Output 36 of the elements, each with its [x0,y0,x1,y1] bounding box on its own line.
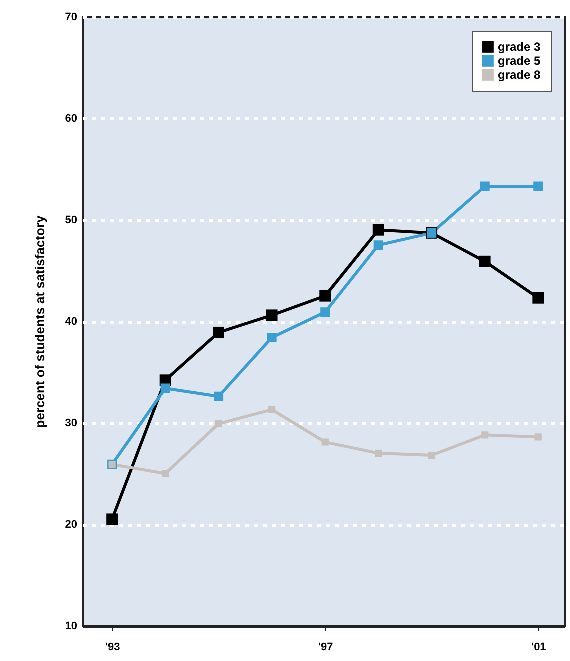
point [162,470,170,478]
point [479,256,491,268]
point [534,182,544,192]
point [534,434,542,441]
point [106,514,118,526]
point [320,290,332,302]
y-tick-label: 50 [65,214,78,226]
x-tick-label: '93 [105,642,120,654]
y-tick-label: 30 [65,418,78,430]
point [267,332,277,342]
point [482,432,489,439]
y-tick-label: 60 [65,113,78,125]
point [372,224,384,236]
point [160,384,170,394]
legend-label: grade 8 [498,68,542,82]
point [322,438,329,446]
point [268,406,276,414]
y-tick-label: 70 [65,12,78,24]
point [213,326,225,338]
y-tick-label: 10 [65,620,78,632]
legend-label: grade 5 [498,54,542,68]
point [532,292,544,304]
x-tick-label: '97 [318,642,334,654]
point [215,420,222,428]
y-tick-label: 20 [65,519,78,531]
x-tick-label: '01 [531,642,546,654]
point [375,450,382,457]
legend-label: grade 3 [498,40,542,54]
point [374,240,384,250]
y-axis-title: percent of students at satisfactory [32,215,48,428]
point [428,452,436,460]
point [214,392,224,402]
y-tick-label: 40 [65,316,78,328]
point [320,308,330,318]
point [480,182,490,192]
point [266,310,278,322]
